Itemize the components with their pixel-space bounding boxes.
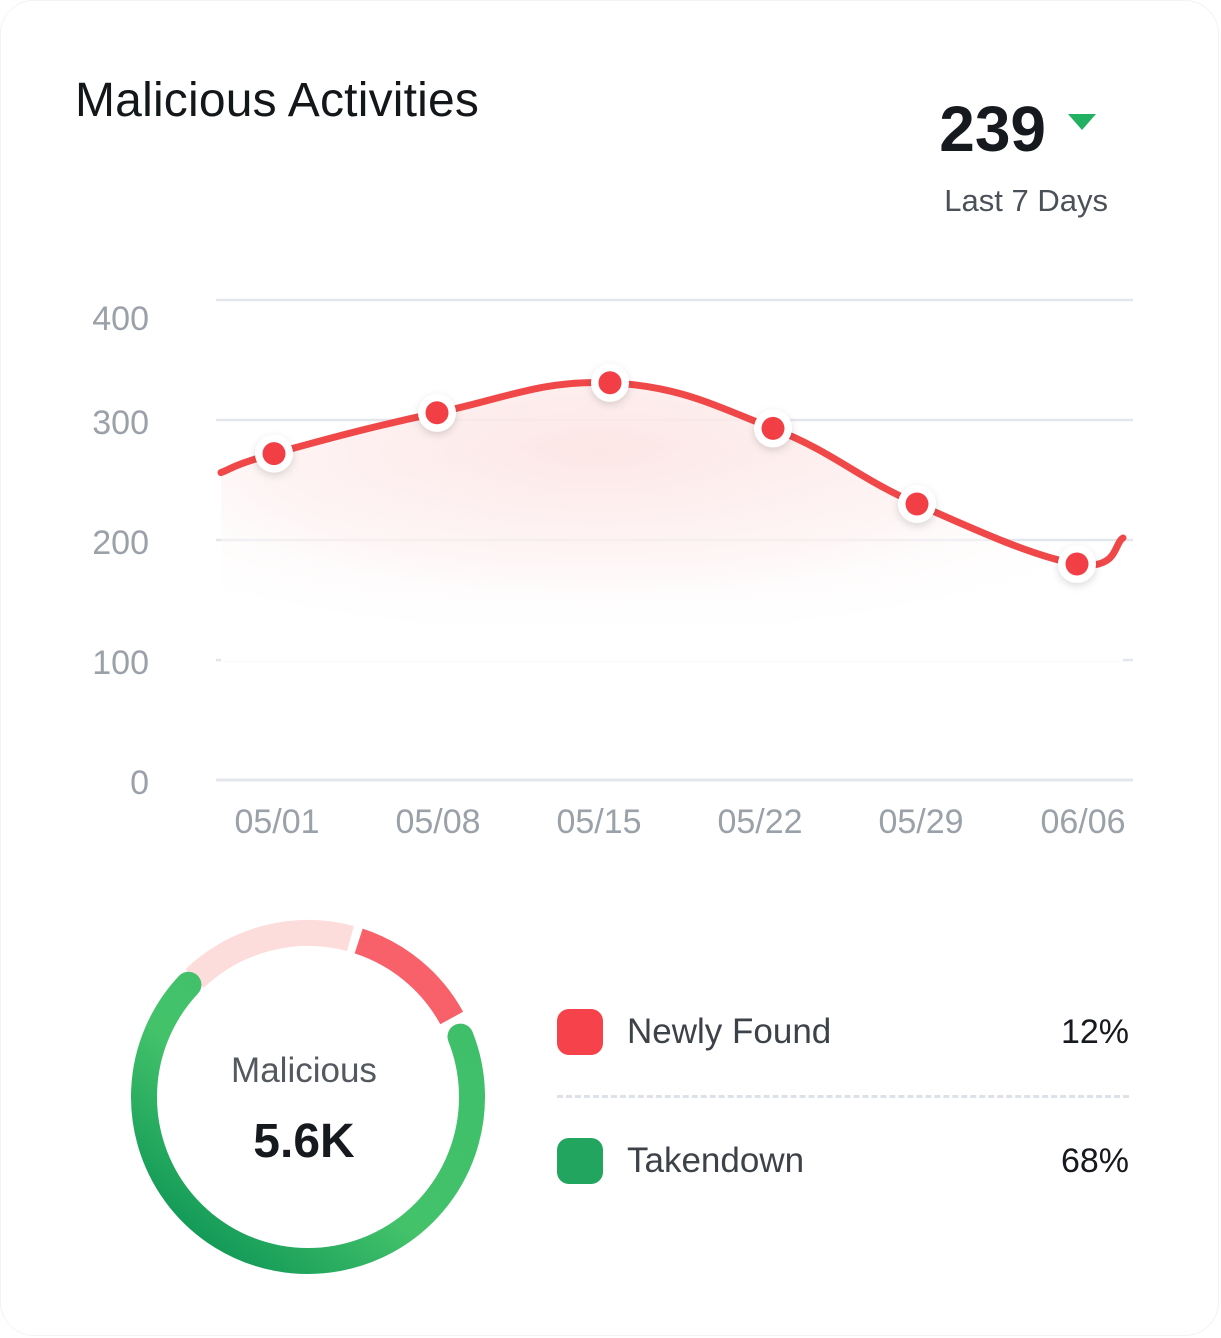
- data-point: [418, 393, 456, 432]
- x-tick-label: 05/01: [234, 803, 319, 841]
- takendown-swatch: [557, 1138, 603, 1184]
- area-fade: [221, 382, 1123, 661]
- data-point-dot: [598, 371, 622, 395]
- y-tick-label: 200: [92, 524, 149, 562]
- data-point-dot: [425, 401, 449, 425]
- y-tick-label: 300: [92, 404, 149, 442]
- legend-item-takendown: Takendown 68%: [557, 1133, 1129, 1189]
- x-tick-label: 05/22: [717, 803, 802, 841]
- donut-center-label: Malicious: [231, 1051, 377, 1090]
- y-tick-label: 0: [130, 764, 149, 802]
- data-point-dot: [761, 416, 785, 440]
- data-point: [754, 409, 792, 448]
- y-tick-label: 400: [92, 300, 149, 338]
- kpi-value-row: 239: [939, 93, 1096, 165]
- data-point-dot: [1065, 552, 1089, 576]
- data-point: [255, 434, 293, 473]
- kpi-value: 239: [939, 93, 1046, 165]
- donut-remainder-segment: [185, 920, 354, 989]
- newly-found-swatch: [557, 1009, 603, 1055]
- chart-series-line: [217, 378, 1127, 569]
- data-point: [591, 363, 629, 402]
- chart-points: [255, 363, 1096, 583]
- x-tick-label: 05/08: [395, 803, 480, 841]
- kpi-period-caption: Last 7 Days: [944, 183, 1108, 218]
- series-line: [217, 378, 1127, 569]
- x-tick-label: 05/15: [556, 803, 641, 841]
- legend-label: Takendown: [627, 1141, 805, 1180]
- legend-percent: 68%: [1060, 1141, 1129, 1180]
- y-axis-ticks: 0 100 200 300 400: [92, 300, 149, 802]
- donut-legend: Newly Found 12% Takendown 68%: [557, 1004, 1129, 1189]
- donut-chart: [131, 920, 485, 1274]
- x-axis-ticks: 05/01 05/08 05/15 05/22 05/29 06/06: [234, 803, 1125, 841]
- card-title: Malicious Activities: [75, 74, 480, 127]
- donut-center: Malicious 5.6K: [159, 1049, 449, 1171]
- data-point-dot: [905, 492, 929, 516]
- chart-area-fill: [221, 382, 1123, 661]
- data-point-dot: [262, 442, 286, 466]
- legend-label: Newly Found: [627, 1012, 832, 1051]
- x-tick-label: 05/29: [878, 803, 963, 841]
- data-point: [898, 485, 936, 523]
- trend-down-icon: [1068, 114, 1096, 130]
- donut-takendown-segment: [131, 971, 485, 1274]
- data-point: [1058, 545, 1096, 583]
- donut-newly-found-segment: [354, 928, 464, 1025]
- legend-item-newly-found: Newly Found 12%: [557, 1004, 1129, 1060]
- donut-center-value: 5.6K: [253, 1115, 355, 1168]
- legend-percent: 12%: [1060, 1012, 1129, 1051]
- legend-divider: [557, 1095, 1129, 1098]
- y-tick-label: 100: [92, 644, 149, 682]
- x-tick-label: 06/06: [1040, 803, 1125, 841]
